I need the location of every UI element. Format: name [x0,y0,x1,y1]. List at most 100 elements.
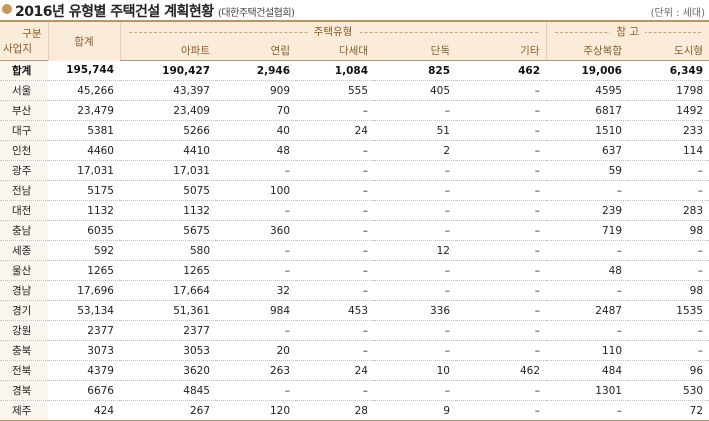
total-cell: 592 [48,240,120,261]
jusang-cell: – [546,240,628,261]
apt-cell: 4410 [120,140,216,161]
region-cell: 부산 [0,100,48,121]
region-cell: 충북 [0,340,48,361]
yeonrip-cell: 2,946 [216,60,296,81]
region-cell: 전남 [0,180,48,201]
dosi-cell: 283 [628,200,709,221]
apt-cell: 23,409 [120,100,216,121]
jusang-cell: 59 [546,160,628,181]
dasedae-cell: – [296,280,374,301]
yeonrip-cell: 263 [216,360,296,381]
dosi-cell: 72 [628,400,709,421]
table-row: 전남 5175 5075 100– – – – – [0,180,709,201]
jusang-cell: 1510 [546,120,628,141]
total-cell: 3073 [48,340,120,361]
jusang-cell: 719 [546,220,628,241]
gita-cell: – [456,120,546,141]
dandok-cell: – [374,200,456,221]
gita-cell: – [456,140,546,161]
table-row: 충남 6035 5675 360– – –719 98 [0,220,709,241]
dandok-cell: 10 [374,360,456,381]
apt-cell: 1132 [120,200,216,221]
yeonrip-cell: – [216,260,296,281]
apt-cell: 51,361 [120,300,216,321]
table-body: 합계 195,744 190,427 2,946 1,084 825 462 19,006 6,… [0,60,709,421]
housing-plan-table: 구분 합계 주택유형 참 고 사업지 아파트 연립 다세대 단독 기타 주상복합 [0,20,709,421]
total-cell: 2377 [48,320,120,341]
dandok-cell: – [374,280,456,301]
apt-cell: 5075 [120,180,216,201]
yeonrip-cell: 100 [216,180,296,201]
dandok-cell: – [374,100,456,121]
total-cell: 4460 [48,140,120,161]
yeonrip-cell: – [216,320,296,341]
dasedae-cell: – [296,340,374,361]
total-cell: 17,031 [48,160,120,181]
jusang-cell: – [546,280,628,301]
dosi-cell: 114 [628,140,709,161]
gita-cell: – [456,260,546,281]
total-cell: 4379 [48,360,120,381]
apt-cell: 580 [120,240,216,261]
dosi-cell: – [628,340,709,361]
table-row: 서울 45,266 43,397 909 555 405–4595 1798 [0,80,709,101]
jusang-cell: 4595 [546,80,628,101]
gita-cell: – [456,380,546,401]
yeonrip-cell: 120 [216,400,296,421]
gita-cell: – [456,160,546,181]
header-yeonrip: 연립 [216,41,296,61]
dosi-cell: 6,349 [628,60,709,81]
dosi-cell: – [628,260,709,281]
dasedae-cell: – [296,260,374,281]
dandok-cell: – [374,380,456,401]
dosi-cell: 1798 [628,80,709,101]
jusang-cell: 19,006 [546,60,628,81]
total-cell: 5175 [48,180,120,201]
gita-cell: – [456,100,546,121]
table-row: 대구 5381 5266 40 24 51–1510 233 [0,120,709,141]
apt-cell: 5266 [120,120,216,141]
gita-cell: – [456,300,546,321]
title-bar: 2016년 유형별 주택건설 계획현황 (대한주택건설협회) (단위 : 세대) [0,0,709,20]
dosi-cell: – [628,160,709,181]
apt-cell: 17,664 [120,280,216,301]
apt-cell: 17,031 [120,160,216,181]
header-apt: 아파트 [119,41,216,61]
apt-cell: 2377 [120,320,216,341]
apt-cell: 267 [120,400,216,421]
dasedae-cell: 24 [296,360,374,381]
table-row: 인천 4460 4410 48–2–637 114 [0,140,709,161]
table-row: 울산 1265 1265– – – –48– [0,260,709,281]
dandok-cell: 12 [374,240,456,261]
total-cell: 1132 [48,200,120,221]
dasedae-cell: 555 [296,80,374,101]
apt-cell: 190,427 [120,60,216,81]
dandok-cell: – [374,260,456,281]
region-cell: 세종 [0,240,48,261]
jusang-cell: – [546,320,628,341]
yeonrip-cell: 40 [216,120,296,141]
dasedae-cell: – [296,220,374,241]
gita-cell: – [456,80,546,101]
region-cell: 경남 [0,280,48,301]
total-cell: 5381 [48,120,120,141]
total-cell: 1265 [48,260,120,281]
dandok-cell: 2 [374,140,456,161]
table-row: 경북 6676 4845– – – –1301 530 [0,380,709,401]
table-row-total: 합계 195,744 190,427 2,946 1,084 825 462 19,006 6,… [0,60,709,81]
dosi-cell: 1492 [628,100,709,121]
jusang-cell: 637 [546,140,628,161]
apt-cell: 3053 [120,340,216,361]
apt-cell: 3620 [120,360,216,381]
dandok-cell: – [374,340,456,361]
region-cell: 강원 [0,320,48,341]
dosi-cell: 98 [628,220,709,241]
dandok-cell: 825 [374,60,456,81]
bullet-icon [2,4,12,14]
dandok-cell: 9 [374,400,456,421]
region-cell: 경북 [0,380,48,401]
header-total: 합계 [47,21,120,61]
table-row: 경남 17,696 17,664 32– – – –98 [0,280,709,301]
title-source: (대한주택건설협회) [218,8,295,19]
apt-cell: 1265 [120,260,216,281]
